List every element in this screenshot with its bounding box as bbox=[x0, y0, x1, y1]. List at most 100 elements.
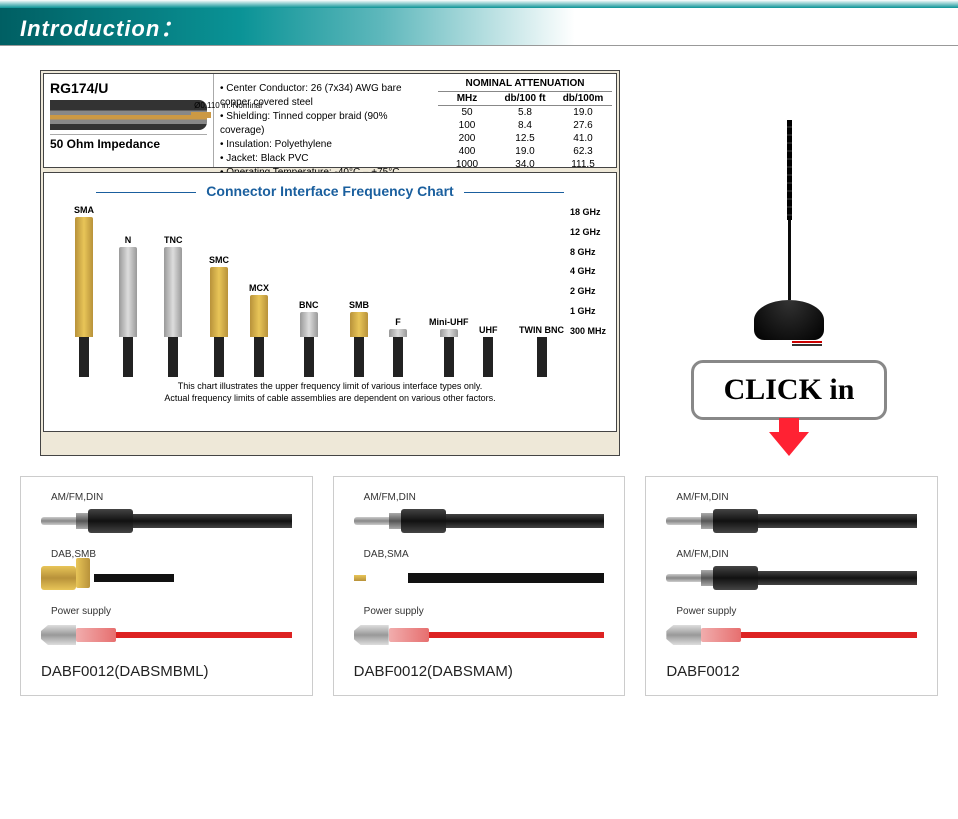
top-section: RG174/U Ø0.110 in. Nominal 50 Ohm Impeda… bbox=[0, 70, 958, 476]
connector-item: DAB,SMA bbox=[354, 549, 605, 594]
freq-label: 2 GHz bbox=[570, 282, 606, 302]
connector-item-label: DAB,SMA bbox=[364, 549, 605, 560]
connector-body bbox=[350, 312, 368, 337]
atten-cell: 8.4 bbox=[496, 119, 554, 132]
connector-label: SMC bbox=[209, 255, 229, 265]
atten-title: NOMINAL ATTENUATION bbox=[438, 78, 612, 92]
connector-smc: SMC bbox=[209, 255, 229, 377]
atten-cell: 19.0 bbox=[496, 145, 554, 158]
din-connector-graphic bbox=[41, 505, 292, 537]
connector-body bbox=[75, 217, 93, 337]
atten-cell: 5.8 bbox=[496, 106, 554, 119]
antenna-graphic bbox=[754, 70, 824, 340]
connector-item: Power supply bbox=[354, 606, 605, 651]
connector-twin bnc: TWIN BNC bbox=[519, 325, 564, 377]
connector-item-label: Power supply bbox=[51, 606, 292, 617]
connector-cable bbox=[304, 337, 314, 377]
freq-label: 300 MHz bbox=[570, 322, 606, 342]
connector-item: DAB,SMB bbox=[41, 549, 292, 594]
product-name: DABF0012(DABSMBML) bbox=[41, 663, 292, 680]
connector-item-label: Power supply bbox=[364, 606, 605, 617]
connector-item: AM/FM,DIN bbox=[666, 492, 917, 537]
connector-body bbox=[389, 329, 407, 337]
atten-cell: 34.0 bbox=[496, 158, 554, 171]
atten-cell: 400 bbox=[438, 145, 496, 158]
atten-cell: 200 bbox=[438, 132, 496, 145]
connector-cable bbox=[354, 337, 364, 377]
connector-label: SMA bbox=[74, 205, 94, 215]
connector-item-label: Power supply bbox=[676, 606, 917, 617]
connector-cable bbox=[483, 337, 493, 377]
cable-impedance: 50 Ohm Impedance bbox=[50, 134, 207, 151]
connector-item: Power supply bbox=[41, 606, 292, 651]
connector-item: AM/FM,DIN bbox=[41, 492, 292, 537]
atten-header: MHz bbox=[438, 92, 496, 106]
atten-cell: 50 bbox=[438, 106, 496, 119]
cable-diagram: Ø0.110 in. Nominal bbox=[50, 100, 207, 130]
connector-mcx: MCX bbox=[249, 283, 269, 377]
atten-cell: 12.5 bbox=[496, 132, 554, 145]
freq-label: 18 GHz bbox=[570, 203, 606, 223]
freq-label: 8 GHz bbox=[570, 243, 606, 263]
connector-item-label: AM/FM,DIN bbox=[364, 492, 605, 503]
chart-footer: This chart illustrates the upper frequen… bbox=[54, 381, 606, 404]
product-card[interactable]: AM/FM,DIN DAB,SMB Power supply DABF0012(DAB… bbox=[20, 476, 313, 696]
cable-spec-line: Insulation: Polyethylene bbox=[220, 138, 428, 152]
connector-item-label: AM/FM,DIN bbox=[676, 549, 917, 560]
connector-item: AM/FM,DIN bbox=[666, 549, 917, 594]
smb-connector-graphic bbox=[41, 562, 292, 594]
chart-footer-2: Actual frequency limits of cable assembl… bbox=[54, 393, 606, 405]
connector-label: UHF bbox=[479, 325, 498, 335]
connector-item: AM/FM,DIN bbox=[354, 492, 605, 537]
connector-body bbox=[119, 247, 137, 337]
antenna-column: CLICK in bbox=[640, 70, 938, 456]
connector-item: Power supply bbox=[666, 606, 917, 651]
header-bar: Introduction： bbox=[0, 0, 958, 50]
chart-title: Connector Interface Frequency Chart bbox=[54, 183, 606, 199]
connector-n: N bbox=[119, 235, 137, 377]
connector-cable bbox=[79, 337, 89, 377]
connector-label: TWIN BNC bbox=[519, 325, 564, 335]
freq-labels: 18 GHz12 GHz8 GHz4 GHz2 GHz1 GHz300 MHz bbox=[570, 203, 606, 342]
attenuation-table: NOMINAL ATTENUATION MHzdb/100 ftdb/100m5… bbox=[434, 74, 616, 167]
page-title: Introduction： bbox=[20, 11, 183, 43]
connector-body bbox=[164, 247, 182, 337]
connector-label: F bbox=[395, 317, 401, 327]
power-connector-graphic bbox=[354, 619, 605, 651]
header-gradient bbox=[0, 0, 958, 8]
connector-label: Mini-UHF bbox=[429, 317, 469, 327]
atten-cell: 27.6 bbox=[554, 119, 612, 132]
chart-footer-1: This chart illustrates the upper frequen… bbox=[54, 381, 606, 393]
connector-bnc: BNC bbox=[299, 300, 319, 377]
connector-cable bbox=[254, 337, 264, 377]
atten-cell: 111.5 bbox=[554, 158, 612, 171]
connector-item-label: AM/FM,DIN bbox=[51, 492, 292, 503]
connector-uhf: UHF bbox=[479, 325, 498, 377]
connector-cable bbox=[444, 337, 454, 377]
atten-header: db/100 ft bbox=[496, 92, 554, 106]
connector-tnc: TNC bbox=[164, 235, 183, 377]
product-card[interactable]: AM/FM,DIN AM/FM,DIN Power supply DABF0012 bbox=[645, 476, 938, 696]
cable-spec-line: Shielding: Tinned copper braid (90% cove… bbox=[220, 110, 428, 138]
connector-body bbox=[250, 295, 268, 337]
atten-cell: 100 bbox=[438, 119, 496, 132]
connector-cable bbox=[393, 337, 403, 377]
connector-f: F bbox=[389, 317, 407, 377]
freq-label: 4 GHz bbox=[570, 262, 606, 282]
freq-label: 1 GHz bbox=[570, 302, 606, 322]
click-in-button[interactable]: CLICK in bbox=[691, 360, 888, 420]
connector-body bbox=[210, 267, 228, 337]
atten-cell: 19.0 bbox=[554, 106, 612, 119]
din-connector-graphic bbox=[354, 505, 605, 537]
product-name: DABF0012 bbox=[666, 663, 917, 680]
product-card[interactable]: AM/FM,DIN DAB,SMA Power supply DABF0012(DAB… bbox=[333, 476, 626, 696]
din-connector-graphic bbox=[666, 505, 917, 537]
cable-spec-box: RG174/U Ø0.110 in. Nominal 50 Ohm Impeda… bbox=[43, 73, 617, 168]
connector-label: BNC bbox=[299, 300, 319, 310]
connector-item-label: AM/FM,DIN bbox=[676, 492, 917, 503]
connector-cable bbox=[214, 337, 224, 377]
product-name: DABF0012(DABSMAM) bbox=[354, 663, 605, 680]
connector-sma: SMA bbox=[74, 205, 94, 377]
connector-smb: SMB bbox=[349, 300, 369, 377]
products-row: AM/FM,DIN DAB,SMB Power supply DABF0012(DAB… bbox=[0, 476, 958, 716]
